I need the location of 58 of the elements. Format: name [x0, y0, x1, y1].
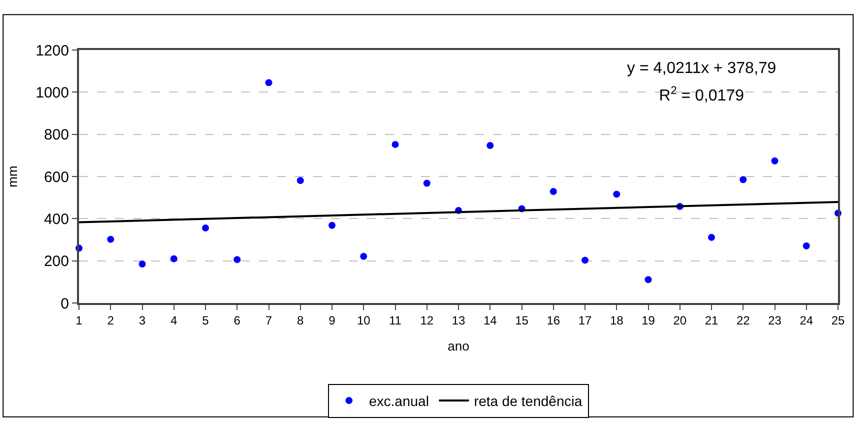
point [423, 180, 430, 187]
y-tick-label: 400 [44, 210, 69, 228]
point [360, 252, 368, 260]
point [802, 242, 810, 250]
x-axis-title: ano [448, 338, 470, 354]
y-tick-label: 1000 [36, 84, 69, 102]
x-tick-label: 23 [768, 313, 782, 328]
x-tick-label: 16 [546, 313, 560, 328]
point [234, 256, 241, 264]
x-tick-label: 25 [831, 313, 845, 328]
y-tick-label: 200 [44, 253, 69, 270]
x-tick-label: 6 [234, 313, 241, 328]
x-tick-label: 19 [642, 313, 656, 328]
point [107, 236, 114, 243]
x-tick-label: 18 [610, 313, 624, 328]
x-tick-label: 15 [515, 313, 529, 328]
legend-label: exc.anual [369, 393, 429, 410]
x-tick-label: 4 [170, 313, 178, 328]
point [486, 142, 494, 150]
point [740, 176, 747, 184]
y-tick-label: 1200 [36, 42, 69, 60]
y-tick-label: 0 [60, 295, 69, 312]
x-tick-label: 20 [673, 313, 687, 328]
point [138, 260, 146, 268]
y-tick-label: 600 [44, 168, 69, 186]
annotation: y = 4,0211x + 378,79 [627, 60, 776, 77]
x-tick-label: 8 [297, 313, 304, 328]
point [771, 157, 778, 164]
point [202, 224, 209, 232]
x-tick-label: 14 [483, 313, 498, 328]
x-tick-label: 5 [202, 313, 210, 328]
annotation: R$^{2}$ = 0,0179 [659, 85, 744, 105]
x-tick-label: 7 [265, 313, 272, 328]
y-axis-title: mm [5, 166, 20, 188]
x-tick-label: 17 [578, 313, 592, 328]
point [613, 190, 620, 198]
point [265, 79, 272, 86]
x-tick-label: 13 [452, 313, 466, 328]
point [296, 177, 304, 184]
point [328, 222, 336, 229]
x-tick-label: 9 [328, 313, 336, 328]
x-tick-label: 11 [389, 313, 402, 328]
x-tick-label: 21 [704, 313, 718, 328]
y-tick-label: 800 [44, 126, 69, 144]
x-tick-label: 12 [420, 313, 434, 328]
x-tick-label: 10 [356, 313, 371, 328]
x-tick-label: 1 [76, 313, 83, 328]
point [170, 255, 178, 262]
point [582, 256, 588, 264]
point [550, 188, 557, 195]
legend-label: reta de tendência [474, 393, 582, 410]
point [708, 234, 715, 241]
x-tick-label: 24 [800, 313, 814, 328]
x-tick-label: 22 [736, 313, 750, 328]
point [644, 276, 652, 284]
point [392, 140, 399, 148]
x-tick-label: 2 [107, 313, 114, 328]
x-tick-label: 3 [138, 313, 146, 328]
